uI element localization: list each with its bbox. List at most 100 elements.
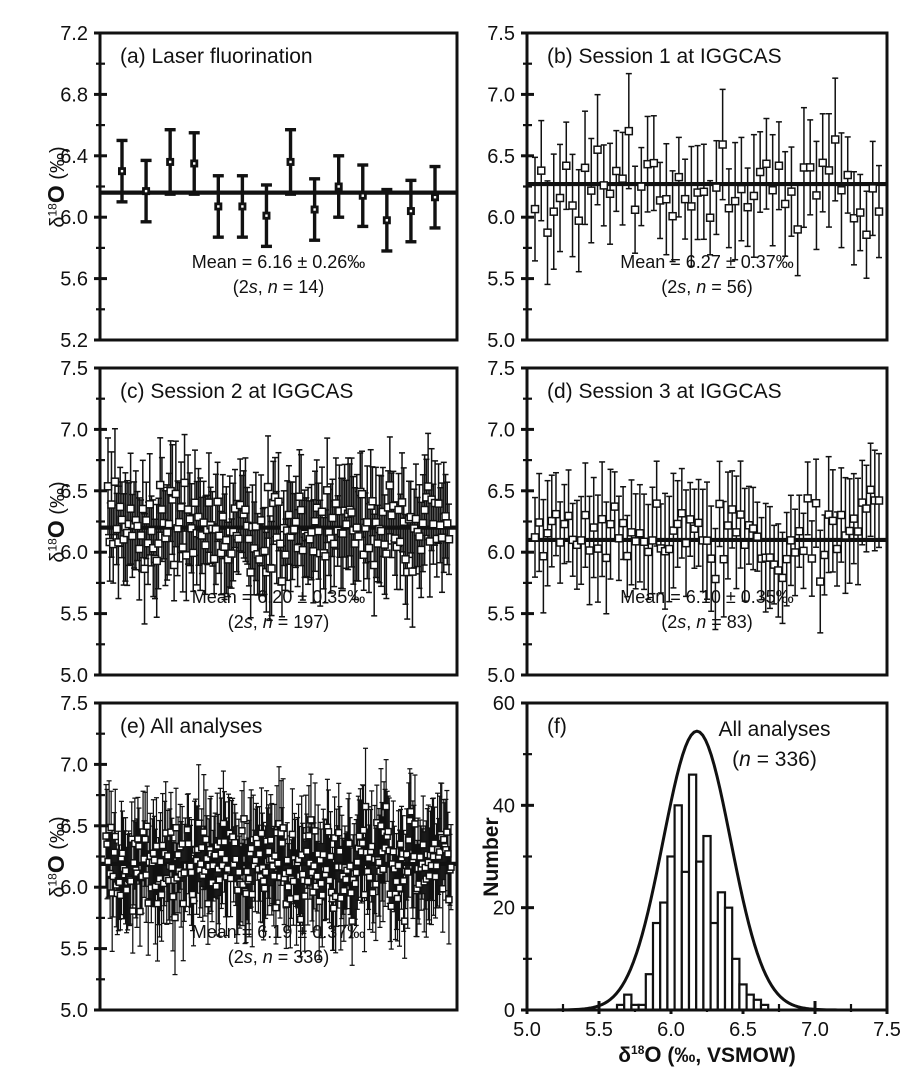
data-point-marker (149, 849, 158, 857)
y-tick-label: 5.6 (60, 269, 88, 291)
y-tick-label: 6.0 (487, 207, 515, 229)
data-point-marker (188, 890, 197, 899)
panel-d-title: (d) Session 3 at IGGCAS (547, 380, 782, 403)
data-point-marker (396, 840, 405, 848)
data-point-marker (384, 827, 392, 836)
data-point-marker (447, 863, 455, 871)
data-point-marker (130, 859, 138, 867)
data-point-marker (361, 802, 370, 811)
data-point-marker (157, 505, 167, 514)
data-point-marker (599, 181, 609, 190)
data-point-marker (172, 823, 180, 832)
data-point-marker (257, 829, 266, 838)
panel-b-mean-text: Mean = 6.27 ± 0.37‰ (620, 252, 794, 272)
data-point-marker (393, 894, 402, 903)
data-point-marker (762, 159, 771, 169)
y-tick-label: 5.2 (60, 330, 88, 352)
y-tick-label: 7.0 (487, 84, 515, 106)
data-point-marker (385, 481, 395, 490)
data-point-marker (220, 838, 229, 846)
y-tick-label: 6.8 (60, 84, 88, 106)
data-point-marker (278, 839, 286, 847)
data-point-marker (368, 888, 377, 897)
data-point-marker (395, 884, 404, 892)
panel-f-title: (f) (547, 715, 567, 738)
data-point-marker (334, 828, 343, 837)
panel-f-annotation: All analyses (n = 336) (677, 715, 872, 776)
data-point-marker (342, 875, 350, 884)
data-point-marker (295, 492, 304, 501)
data-point-markers (118, 157, 439, 225)
data-point-marker (357, 489, 367, 499)
data-point-marker (145, 500, 155, 509)
data-point-marker (387, 511, 396, 520)
y-tick-label: 5.0 (487, 330, 515, 352)
data-point-marker (194, 512, 203, 522)
data-point-marker (152, 842, 161, 850)
data-point-marker (727, 505, 737, 514)
data-point-marker (416, 853, 424, 861)
data-point-marker (359, 550, 368, 560)
data-point-marker (259, 877, 268, 885)
data-point-marker (662, 194, 671, 204)
data-point-marker (372, 880, 380, 889)
data-point-marker (209, 554, 219, 564)
panel-b-plot: 5.0 5.5 6.0 6.5 7.0 7.5 (469, 17, 901, 356)
data-point-marker (313, 872, 321, 880)
data-point-marker (437, 533, 447, 542)
data-point-marker (279, 824, 287, 832)
data-point-marker (605, 189, 615, 199)
x-tick-label: 7.5 (873, 1019, 901, 1041)
data-point-marker (321, 552, 330, 561)
data-point-marker (681, 538, 691, 548)
data-point-marker (680, 194, 690, 204)
data-point-marker (139, 828, 147, 836)
data-point-marker (315, 897, 323, 906)
data-point-marker (168, 863, 176, 872)
data-point-marker (537, 166, 546, 175)
data-point-marker (261, 868, 270, 876)
data-point-marker (271, 852, 279, 860)
panel-e-plot: 5.0 5.5 6.0 6.5 7.0 7.5 (42, 687, 471, 1026)
data-point-marker (232, 855, 240, 863)
y-axis-ticks: 0 20 40 60 (493, 693, 534, 1022)
data-point-marker (868, 184, 877, 193)
data-point-marker (812, 191, 821, 200)
plot-frame (98, 31, 459, 342)
y-tick-label: 7.0 (487, 419, 515, 441)
data-point-marker (612, 166, 621, 176)
data-point-marker (440, 835, 448, 844)
data-point-marker (392, 877, 401, 886)
data-point-marker (445, 895, 453, 904)
y-tick-label: 5.5 (60, 604, 88, 626)
data-point-marker (285, 867, 294, 876)
data-point-marker (307, 527, 316, 537)
data-point-marker (382, 802, 390, 811)
data-point-marker (141, 835, 149, 844)
data-point-marker (255, 850, 264, 858)
data-point-marker (251, 856, 260, 865)
data-point-marker (418, 518, 428, 528)
data-point-marker (673, 519, 682, 529)
data-point-marker (387, 902, 396, 911)
y-axis-label-row-1: δ18O (‰) (43, 145, 69, 228)
plot-frame (525, 366, 889, 677)
data-point-marker (441, 512, 450, 521)
data-point-marker (352, 868, 361, 877)
data-point-marker (221, 855, 230, 864)
data-point-marker (183, 826, 192, 834)
data-point-marker (778, 573, 787, 583)
data-point-marker (186, 862, 195, 870)
data-point-marker (824, 166, 834, 175)
data-point-marker (298, 545, 308, 555)
data-point-marker (282, 900, 290, 908)
data-point-marker (260, 884, 269, 893)
data-point-marker (668, 211, 677, 221)
data-point-marker (135, 544, 144, 554)
data-point-marker (610, 502, 619, 511)
data-point-marker (719, 554, 729, 564)
data-point-marker (340, 886, 348, 895)
data-point-marker (369, 560, 379, 570)
data-point-marker (241, 505, 250, 514)
data-point-marker (325, 876, 334, 885)
